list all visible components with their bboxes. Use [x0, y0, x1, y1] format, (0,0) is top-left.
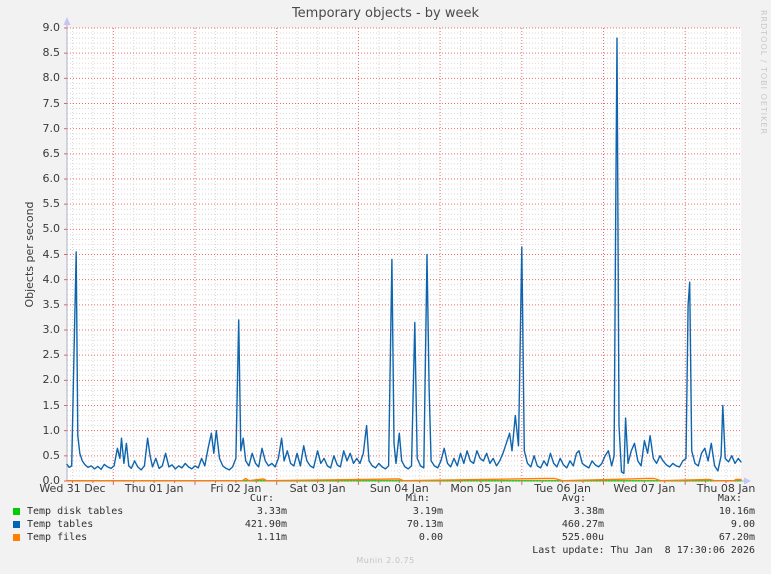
- y-tick-label: 3.5: [42, 297, 61, 311]
- y-tick-label: 5.0: [42, 222, 61, 236]
- stat-max: 67.20m: [718, 532, 755, 543]
- y-tick-label: 0.0: [42, 474, 61, 487]
- x-tick-label: Fri 02 Jan: [210, 482, 262, 495]
- stat-min: 70.13m: [406, 519, 443, 530]
- chart-title: Temporary objects - by week: [291, 6, 480, 21]
- x-tick-label: Mon 05 Jan: [450, 482, 512, 495]
- x-tick-label: Sat 03 Jan: [289, 482, 346, 495]
- legend-swatch-orange: [13, 534, 20, 541]
- series-line-temp-files: [66, 477, 742, 482]
- legend-row-temp-disk-tables: Temp disk tables 3.33m 3.19m 3.38m 10.16…: [0, 506, 771, 519]
- stat-max: 9.00: [730, 519, 755, 530]
- y-tick-label: 9.0: [42, 21, 61, 34]
- x-tick-label: Thu 01 Jan: [124, 482, 184, 495]
- y-tick-label: 8.5: [42, 46, 61, 60]
- stat-avg: 460.27m: [561, 519, 604, 530]
- legend-stats: Cur: Min: Avg: Max: Temp disk tables 3.3…: [0, 493, 771, 545]
- stats-col-cur: Cur:: [249, 493, 274, 504]
- y-tick-label: 2.0: [42, 373, 61, 387]
- last-update-text: Last update: Thu Jan 8 17:30:06 2026: [532, 545, 755, 556]
- y-tick-label: 6.5: [42, 146, 61, 160]
- y-axis-labels: 0.0 0.5 1.0 1.5 2.0 2.5 3.0 3.5 4.0 4.5 5.0 5.5 6.0 6…: [0, 0, 70, 574]
- y-tick-label: 4.0: [42, 272, 61, 286]
- y-tick-label: 0.5: [42, 448, 61, 462]
- legend-label: Temp files: [27, 532, 88, 543]
- stat-avg: 525.00u: [561, 532, 604, 543]
- y-tick-label: 8.0: [42, 71, 61, 85]
- x-tick-label: Sun 04 Jan: [369, 482, 429, 495]
- stat-min: 0.00: [418, 532, 443, 543]
- stat-avg: 3.38m: [573, 506, 604, 517]
- y-tick-label: 2.5: [42, 348, 61, 362]
- y-tick-label: 5.5: [42, 197, 61, 211]
- stat-cur: 421.90m: [244, 519, 287, 530]
- legend-row-temp-files: Temp files 1.11m 0.00 525.00u 67.20m: [0, 532, 771, 545]
- y-tick-label: 1.5: [42, 398, 61, 412]
- y-tick-label: 4.5: [42, 247, 61, 261]
- x-axis-labels: Wed 31 Dec Thu 01 Jan Fri 02 Jan Sat 03 Jan…: [0, 483, 771, 496]
- stats-col-min: Min:: [405, 493, 430, 504]
- stat-min: 3.19m: [412, 506, 443, 517]
- legend-swatch-blue: [13, 521, 20, 528]
- x-tick-label: Tue 06 Jan: [534, 482, 592, 495]
- y-tick-label: 7.0: [42, 121, 61, 135]
- y-tick-label: 6.0: [42, 172, 61, 185]
- x-tick-label: Wed 31 Dec: [39, 482, 106, 495]
- x-tick-label: Thu 08 Jan: [696, 482, 756, 495]
- x-axis-arrow: [744, 477, 751, 485]
- stats-col-avg: Avg:: [561, 493, 586, 504]
- munin-version-text: Munin 2.0.75: [356, 556, 415, 565]
- legend-swatch-green: [13, 508, 20, 515]
- stat-cur: 1.11m: [256, 532, 287, 543]
- rrdtool-watermark: RRDTOOL / TOBI OETIKER: [759, 10, 768, 136]
- y-tick-label: 7.5: [42, 96, 61, 110]
- legend-label: Temp disk tables: [27, 506, 124, 517]
- y-axis-arrow: [63, 17, 71, 25]
- x-tick-label: Wed 07 Jan: [613, 482, 676, 495]
- legend-label: Temp tables: [27, 519, 94, 530]
- stats-header-row: Cur: Min: Avg: Max:: [0, 493, 771, 506]
- legend-row-temp-tables: Temp tables 421.90m 70.13m 460.27m 9.00: [0, 519, 771, 532]
- series-line-temp-tables: [66, 37, 742, 475]
- stat-max: 10.16m: [718, 506, 755, 517]
- y-tick-label: 3.0: [42, 323, 61, 336]
- y-tick-label: 1.0: [42, 423, 61, 437]
- stat-cur: 3.33m: [256, 506, 287, 517]
- stats-col-max: Max:: [717, 493, 742, 504]
